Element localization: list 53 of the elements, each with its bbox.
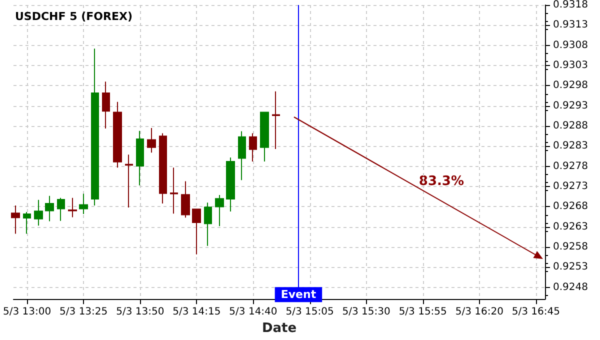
y-tick-label: 0.9258 bbox=[553, 242, 588, 253]
candlestick bbox=[136, 130, 144, 186]
y-tick-label: 0.9283 bbox=[553, 140, 588, 152]
candlestick bbox=[34, 199, 43, 226]
y-tick-label: 0.9273 bbox=[553, 181, 588, 192]
candlestick bbox=[238, 130, 246, 181]
y-tick-label: 0.9298 bbox=[553, 80, 588, 92]
candlestick bbox=[57, 197, 65, 222]
y-tick-label: 0.9303 bbox=[553, 60, 588, 72]
x-tick-label: 5/3 16:45 bbox=[512, 306, 560, 318]
x-axis-title: Date bbox=[262, 321, 297, 336]
candlestick bbox=[23, 211, 31, 234]
candlestick bbox=[159, 132, 167, 204]
x-tick-label: 5/3 13:25 bbox=[60, 306, 108, 318]
x-tick-label: 5/3 16:20 bbox=[455, 306, 504, 318]
candlestick bbox=[45, 195, 54, 222]
x-tick-label: 5/3 15:55 bbox=[398, 306, 447, 318]
x-tick-label: 5/3 13:00 bbox=[3, 306, 52, 318]
candlestick bbox=[11, 205, 20, 234]
ref-line-label: Event bbox=[280, 288, 316, 302]
candlestick bbox=[170, 167, 178, 214]
y-tick-label: 0.9318 bbox=[553, 0, 588, 10]
y-tick-label: 0.9313 bbox=[553, 20, 588, 31]
y-tick-label: 0.9253 bbox=[553, 262, 588, 273]
annotation: 83.3% bbox=[418, 174, 464, 189]
candlestick bbox=[249, 132, 257, 162]
candlestick bbox=[260, 112, 269, 162]
x-tick-label: 5/3 15:30 bbox=[342, 306, 390, 318]
x-tick-label: 5/3 14:15 bbox=[172, 306, 221, 318]
candlestick bbox=[272, 90, 280, 150]
candlestick bbox=[113, 101, 122, 168]
y-tick-label: 0.9248 bbox=[553, 282, 588, 293]
candlestick bbox=[91, 48, 99, 206]
y-tick-label: 0.9263 bbox=[553, 221, 588, 232]
x-tick-label: 5/3 13:50 bbox=[116, 306, 164, 318]
y-tick-label: 0.9293 bbox=[553, 100, 588, 112]
candlestick bbox=[181, 180, 190, 218]
candlestick bbox=[192, 208, 201, 255]
y-tick-label: 0.9288 bbox=[553, 120, 588, 132]
candlestick bbox=[68, 197, 77, 218]
y-tick-label: 0.9268 bbox=[553, 201, 588, 212]
candlestick bbox=[147, 128, 156, 154]
x-tick-label: 5/3 15:05 bbox=[286, 306, 334, 318]
candlestick bbox=[204, 202, 212, 246]
candlestick bbox=[102, 81, 110, 129]
x-tick-label: 5/3 14:40 bbox=[229, 306, 278, 318]
candlestick bbox=[226, 156, 235, 212]
text: USDCHF 5 (FOREX) bbox=[15, 10, 132, 23]
candlestick bbox=[79, 193, 88, 214]
candlestick bbox=[215, 194, 224, 227]
y-tick-label: 0.9308 bbox=[553, 40, 588, 51]
y-tick-label: 0.9278 bbox=[553, 160, 588, 172]
candlestick bbox=[125, 154, 133, 208]
